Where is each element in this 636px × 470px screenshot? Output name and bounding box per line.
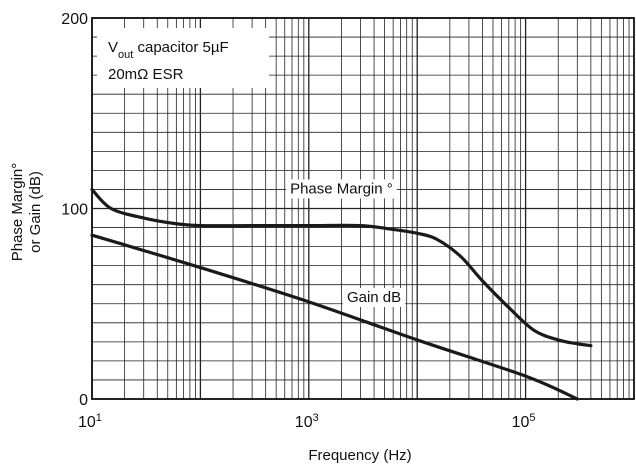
x-tick-exponent: 5 [529,412,535,424]
series-label-gain: Gain dB [347,289,401,306]
annotation-line2: 20mΩ ESR [108,66,184,83]
x-axis-title: Frequency (Hz) [308,447,411,464]
series-label-background [286,179,397,199]
plot-frame [91,17,635,400]
y-tick-label: 0 [79,392,88,409]
annotation-line1: Vout capacitor 5µF [108,39,229,61]
annotation-out-subscript: out [118,49,133,61]
series-lines [90,187,593,401]
x-tick-base: 10 [295,414,313,431]
x-tick-base: 10 [512,414,530,431]
y-tick-label: 200 [61,11,88,28]
y-tick-label: 100 [61,202,88,219]
series-line-phase-margin [90,187,593,348]
y-axis-title-line1: Phase Margin° [9,163,26,262]
x-tick-base: 10 [78,414,96,431]
x-tick-label: 103 [295,412,319,431]
annotation-background [97,28,269,88]
x-tick-exponent: 3 [313,412,319,424]
x-tick-exponent: 1 [96,412,102,424]
series-label-phase-margin: Phase Margin ° [290,180,393,197]
y-axis-title-line2: or Gain (dB) [27,171,44,253]
series-line-gain [90,233,579,401]
x-tick-label: 105 [512,412,536,431]
annotation-box: Vout capacitor 5µF 20mΩ ESR [97,28,269,88]
x-tick-label: 101 [78,412,102,431]
series-labels: Phase Margin ° Gain dB [286,179,406,308]
series-label-background [342,288,406,308]
annotation-capacitor: capacitor 5µF [133,39,228,56]
annotation-v: V [108,39,118,56]
